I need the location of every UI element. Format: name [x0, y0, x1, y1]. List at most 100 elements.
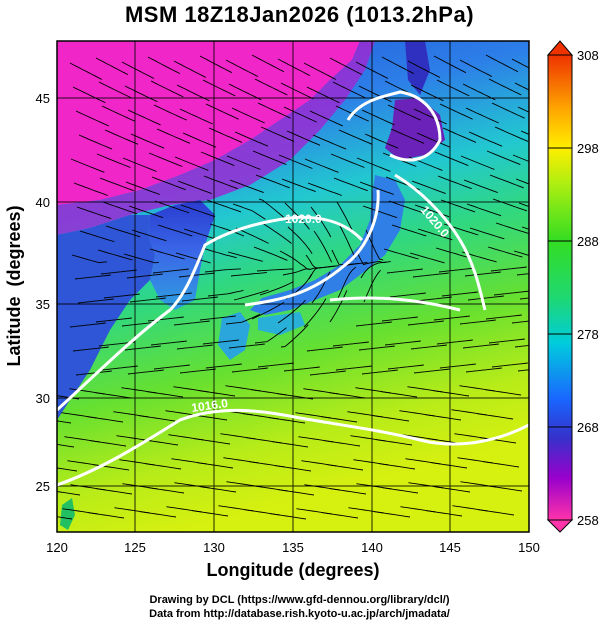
streamline-281	[436, 79, 470, 97]
contour-japan-coast	[244, 189, 380, 307]
credit-drawing: Drawing by DCL (https://www.gfd-dennou.o…	[149, 594, 450, 606]
streamline-182	[309, 110, 343, 127]
streamline-240	[381, 56, 415, 75]
x-tick-140: 140	[361, 540, 383, 555]
streamline-272	[410, 344, 447, 350]
streamline-200	[329, 57, 363, 76]
wind-streamlines	[57, 54, 529, 520]
colorbar-tick-288: 288	[577, 234, 599, 249]
streamline-130	[233, 289, 269, 301]
streamline-187	[313, 230, 333, 263]
streamline-314	[433, 390, 470, 397]
streamline-133	[231, 367, 268, 373]
x-tick-130: 130	[203, 540, 225, 555]
streamline-21	[98, 81, 132, 99]
streamline-238	[330, 488, 367, 495]
streamline-210	[337, 266, 357, 299]
streamline-56	[90, 440, 127, 447]
streamline-113	[205, 363, 242, 369]
pressure-contours	[57, 90, 529, 487]
streamline-0	[69, 62, 103, 80]
streamline-166	[284, 202, 310, 230]
streamline-144	[252, 150, 287, 166]
streamline-147	[261, 222, 292, 244]
streamline-333	[491, 362, 528, 368]
streamline-64	[148, 152, 183, 167]
streamline-229	[360, 261, 391, 279]
streamline-137	[197, 462, 234, 469]
streamline-356	[480, 437, 517, 444]
streamline-268	[409, 252, 445, 264]
streamline-321	[488, 78, 522, 96]
streamline-2	[75, 110, 109, 127]
streamline-6	[76, 206, 112, 220]
streamline-197	[275, 465, 312, 472]
streamline-331	[485, 314, 522, 320]
streamline-67	[157, 224, 193, 237]
streamline-284	[434, 151, 469, 167]
streamline-349	[516, 273, 529, 276]
streamline-204	[330, 153, 365, 168]
y-tick-45: 45	[36, 91, 50, 106]
streamline-132	[228, 343, 265, 349]
streamline-304	[460, 155, 495, 170]
streamline-169	[282, 267, 318, 276]
map-title: MSM 18Z18Jan2026 (1013.2hPa)	[124, 2, 475, 27]
streamline-140	[251, 54, 285, 73]
streamline-26	[102, 201, 138, 215]
streamline-183	[312, 134, 347, 150]
streamline-151	[251, 302, 285, 320]
streamline-279	[374, 511, 411, 518]
contour-hokkaido	[346, 90, 442, 162]
streamline-27	[105, 225, 141, 238]
streamline-351	[511, 320, 529, 324]
streamline-164	[278, 154, 313, 169]
streamline-105	[203, 175, 238, 190]
streamline-46	[128, 205, 164, 219]
streamline-69	[152, 268, 189, 274]
streamline-23	[104, 129, 139, 145]
streamline-3	[78, 134, 113, 150]
streamline-185	[307, 182, 342, 196]
streamline-145	[255, 174, 290, 189]
streamline-261	[410, 84, 444, 102]
china-coast-land	[57, 215, 155, 420]
streamline-195	[269, 417, 306, 424]
streamline-225	[359, 181, 394, 195]
streamline-110	[207, 289, 244, 297]
streamline-342	[517, 106, 529, 113]
streamline-129	[230, 272, 267, 277]
plot-frame	[56, 40, 530, 533]
streamline-24	[96, 153, 131, 168]
streamline-111	[199, 315, 236, 321]
streamline-98	[148, 487, 185, 494]
streamline-150	[259, 281, 294, 296]
y-tick-35: 35	[36, 297, 50, 312]
streamline-106	[206, 199, 242, 213]
streamline-162	[283, 106, 317, 123]
streamline-11	[69, 322, 106, 328]
streamline-345	[515, 178, 529, 185]
streamline-292	[436, 339, 473, 345]
contour-southeast	[329, 296, 461, 312]
streamline-222	[361, 109, 395, 126]
streamline-94	[147, 391, 184, 398]
streamline-121	[228, 83, 262, 101]
streamline-4	[70, 158, 105, 173]
streamline-358	[486, 485, 523, 492]
streamline-228	[357, 253, 388, 266]
streamline-138	[200, 486, 237, 493]
streamline-17	[57, 467, 78, 472]
streamline-81	[176, 84, 210, 102]
streamline-327	[495, 222, 529, 235]
streamline-16	[57, 443, 75, 448]
streamline-125	[229, 179, 264, 194]
streamline-282	[439, 103, 473, 120]
streamline-148	[253, 246, 288, 261]
streamline-165	[281, 178, 316, 193]
streamline-41	[124, 85, 158, 103]
streamline-107	[209, 223, 245, 237]
streamline-61	[150, 80, 184, 98]
streamline-220	[355, 61, 389, 79]
streamline-249	[386, 268, 423, 274]
